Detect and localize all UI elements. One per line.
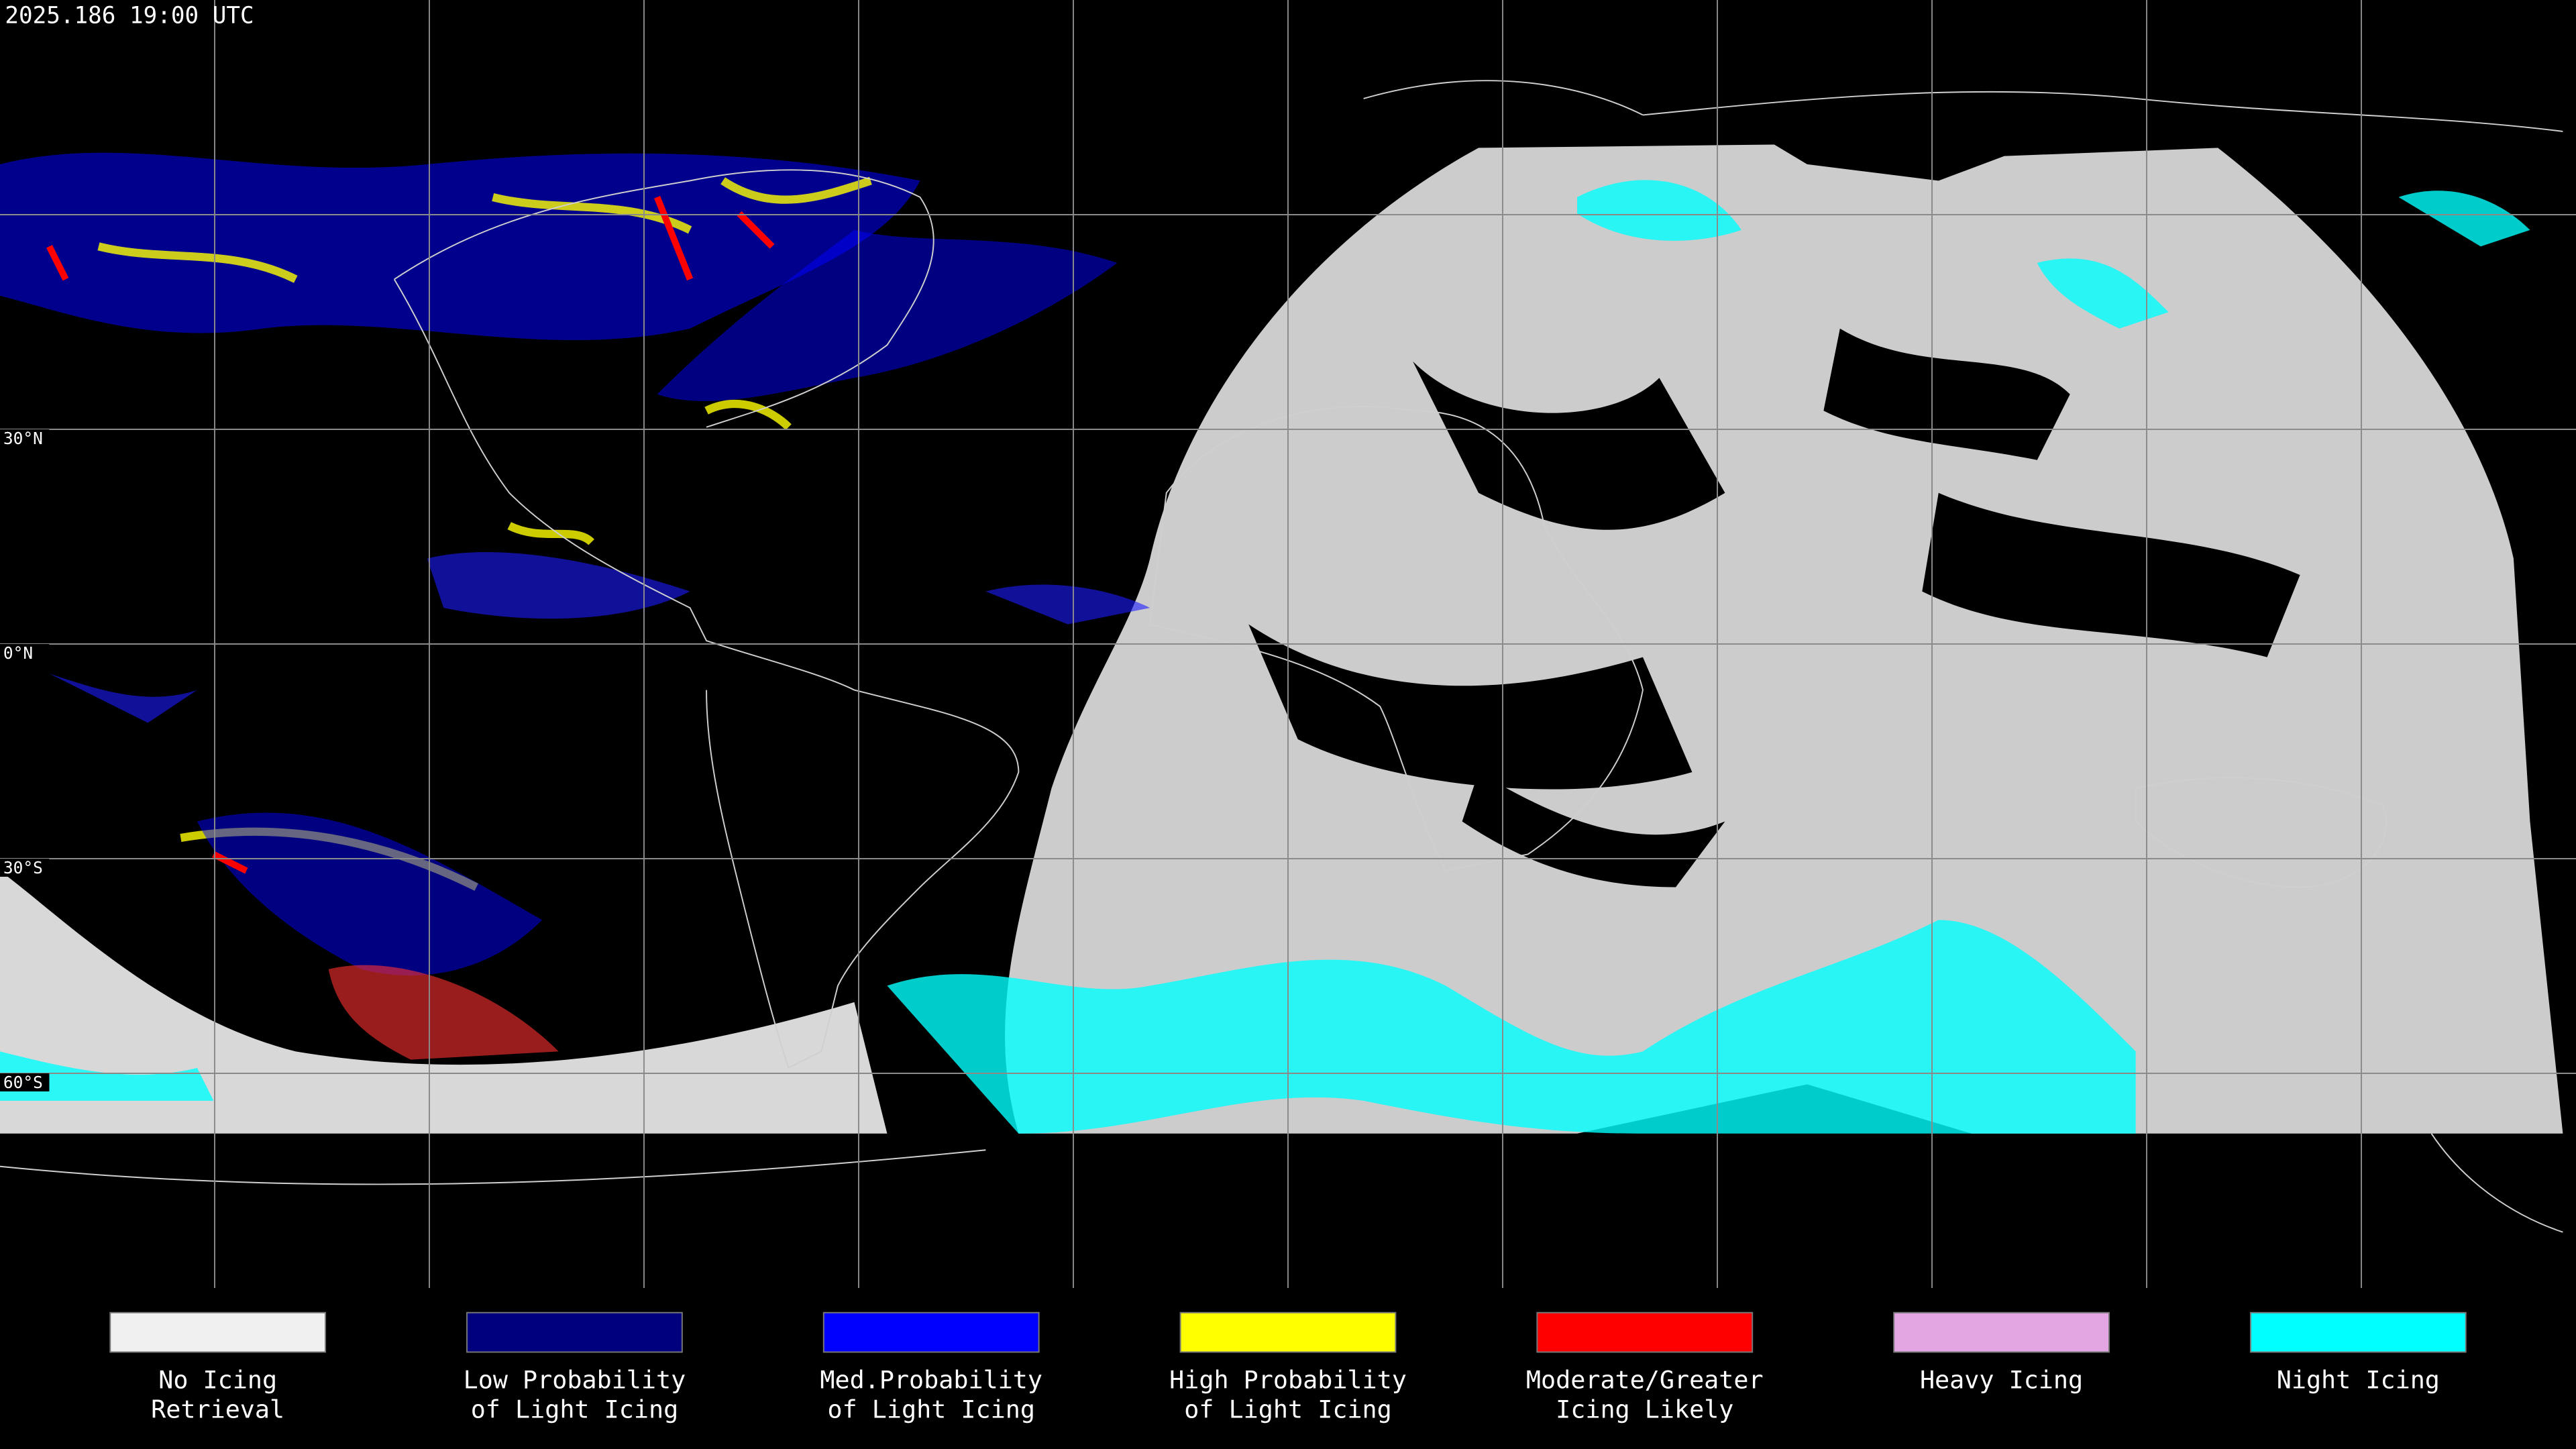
coastline: [394, 169, 934, 428]
graticule: [0, 0, 2576, 1288]
legend-swatch: [1893, 1311, 2110, 1353]
legend-label: Night Icing: [2277, 1365, 2440, 1394]
legend-label: Med.Probability: [820, 1365, 1042, 1394]
icing-probability-field: [0, 152, 920, 341]
lat-label: 0°N: [3, 643, 33, 663]
night-icing-patch: [1577, 180, 2530, 329]
legend-swatch: [822, 1311, 1040, 1353]
legend-label: of Light Icing: [471, 1395, 679, 1424]
legend-label: High Probability: [1169, 1365, 1407, 1394]
coastline: [393, 278, 1020, 1069]
latitude-labels: 30°N 0°N 30°S 60°S: [0, 429, 50, 1092]
legend-label: of Light Icing: [827, 1395, 1034, 1424]
legend-swatch: [2249, 1311, 2467, 1353]
icing-likely: [46, 196, 775, 874]
icing-probability-field: [197, 812, 543, 976]
legend-label: No Icing: [158, 1365, 277, 1394]
coastline: [1149, 406, 1644, 872]
lat-label-bg: [0, 429, 50, 447]
coastlines: [0, 80, 2563, 1233]
lat-label: 30°N: [3, 429, 43, 448]
legend-swatch: [466, 1311, 683, 1353]
icing-probability-field: [49, 552, 1150, 723]
legend-label: Retrieval: [151, 1395, 284, 1424]
timestamp-title: 2025.186 19:00 UTC: [5, 2, 254, 29]
legend-swatch: [1536, 1311, 1754, 1353]
cloud-field: [0, 870, 888, 1134]
legend-label: Moderate/Greater: [1526, 1365, 1764, 1394]
satellite-imagery: [0, 144, 2563, 1134]
icing-likely-field: [328, 965, 559, 1060]
night-icing-patch: [0, 1051, 214, 1101]
legend-label: of Light Icing: [1184, 1395, 1392, 1424]
legend-swatch: [109, 1311, 327, 1353]
cloud-field: [1005, 144, 2563, 1134]
lat-label-bg: [0, 644, 50, 662]
coastline: [0, 80, 2563, 1233]
icing-probability-field: [657, 229, 1118, 401]
lat-label: 60°S: [3, 1073, 43, 1092]
legend-label: Icing Likely: [1556, 1395, 1733, 1424]
clear-sky: [1248, 328, 2300, 888]
lat-label: 30°S: [3, 858, 43, 877]
lat-label-bg: [0, 1073, 50, 1091]
legend-label: Low Probability: [464, 1365, 686, 1394]
legend-swatch: [1179, 1311, 1397, 1353]
legend-label: Heavy Icing: [1920, 1365, 2083, 1394]
night-icing-field: [887, 920, 2136, 1134]
lat-label-bg: [0, 859, 50, 877]
